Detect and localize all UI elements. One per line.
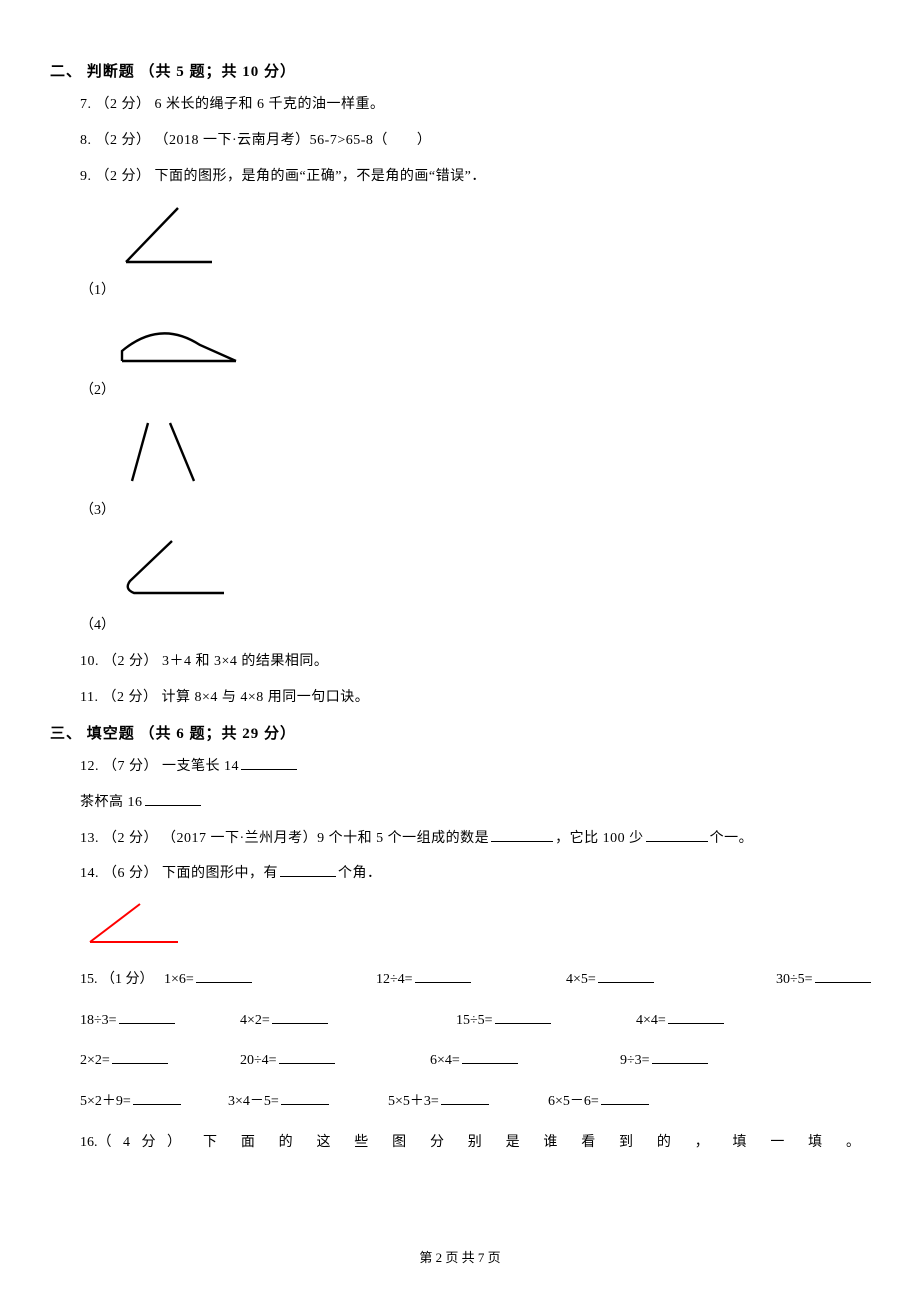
q9-label-1: （1） (80, 279, 870, 299)
question-13: 13. （2 分） （2017 一下·兰州月考）9 个十和 5 个一组成的数是 ，… (80, 827, 870, 851)
blank (668, 1010, 724, 1024)
curve-icon (108, 315, 248, 370)
question-10: 10. （2 分） 3＋4 和 3×4 的结果相同。 (80, 650, 870, 674)
question-9: 9. （2 分） 下面的图形，是角的画“正确”，不是角的画“错误”． (80, 165, 870, 189)
blank (145, 792, 201, 806)
eq-1d: 30÷5= (776, 972, 813, 987)
blank (815, 969, 871, 983)
blank (646, 828, 708, 842)
blank (491, 828, 553, 842)
q13a-text: 13. （2 分） （2017 一下·兰州月考）9 个十和 5 个一组成的数是 (80, 831, 489, 846)
eq-1c: 4×5= (566, 972, 596, 987)
q9-label-4: （4） (80, 614, 870, 634)
eq-row-2: 18÷3= 4×2= 15÷5= 4×4= (80, 1008, 870, 1035)
eq-3d: 9÷3= (620, 1053, 650, 1068)
eq-2d: 4×4= (636, 1013, 666, 1028)
curved-angle-icon (108, 535, 238, 605)
page-footer: 第 2 页 共 7 页 (0, 1247, 920, 1266)
angle-icon (108, 200, 228, 270)
question-12b: 茶杯高 16 (80, 791, 870, 815)
q12a-text: 12. （7 分） 一支笔长 14 (80, 759, 239, 774)
question-7: 7. （2 分） 6 米长的绳子和 6 千克的油一样重。 (80, 93, 870, 117)
eq-4a: 5×2＋9= (80, 1094, 131, 1109)
eq-row-3: 2×2= 20÷4= 6×4= 9÷3= (80, 1048, 870, 1075)
q9-figure-4 (108, 535, 870, 610)
q13c-text: 个一。 (710, 831, 754, 846)
q9-label-3: （3） (80, 499, 870, 519)
question-16: 16. （ 4 分 ） 下 面 的 这 些 图 分 别 是 谁 看 到 的 ， … (80, 1130, 870, 1157)
q13b-text: ，它比 100 少 (555, 831, 644, 846)
eq-row-1: 15. （1 分） 1×6= 12÷4= 4×5= 30÷5= (80, 967, 870, 994)
eq-1a: 1×6= (164, 972, 194, 987)
eq-3c: 6×4= (430, 1053, 460, 1068)
blank (280, 863, 336, 877)
question-12a: 12. （7 分） 一支笔长 14 (80, 755, 870, 779)
eq-row-4: 5×2＋9= 3×4－5= 5×5＋3= 6×5－6= (80, 1089, 870, 1116)
blank (652, 1050, 708, 1064)
red-angle-icon (80, 898, 190, 948)
section-2-title: 二、 判断题 （共 5 题；共 10 分） (50, 60, 870, 81)
q16-mid: （ 4 分 ） (98, 1130, 186, 1157)
q12b-text: 茶杯高 16 (80, 795, 143, 810)
q15-prefix: 15. （1 分） (80, 972, 154, 987)
q9-figure-2 (108, 315, 870, 375)
q9-figure-1 (108, 200, 870, 275)
q14-text: 14. （6 分） 下面的图形中，有 (80, 866, 278, 881)
blank (598, 969, 654, 983)
question-11: 11. （2 分） 计算 8×4 与 4×8 用同一句口诀。 (80, 686, 870, 710)
q9-label-2: （2） (80, 379, 870, 399)
eq-1b: 12÷4= (376, 972, 413, 987)
question-14: 14. （6 分） 下面的图形中，有 个角． (80, 862, 870, 886)
blank (495, 1010, 551, 1024)
blank (281, 1091, 329, 1105)
two-lines-icon (108, 415, 218, 490)
section-3-title: 三、 填空题 （共 6 题；共 29 分） (50, 722, 870, 743)
eq-4c: 5×5＋3= (388, 1094, 439, 1109)
blank (112, 1050, 168, 1064)
q14-suffix: 个角． (338, 866, 382, 881)
q9-figure-3 (108, 415, 870, 495)
blank (133, 1091, 181, 1105)
blank (415, 969, 471, 983)
eq-2c: 15÷5= (456, 1013, 493, 1028)
blank (601, 1091, 649, 1105)
blank (272, 1010, 328, 1024)
blank (279, 1050, 335, 1064)
eq-2a: 18÷3= (80, 1013, 117, 1028)
eq-2b: 4×2= (240, 1013, 270, 1028)
blank (119, 1010, 175, 1024)
blank (462, 1050, 518, 1064)
eq-4d: 6×5－6= (548, 1094, 599, 1109)
eq-3a: 2×2= (80, 1053, 110, 1068)
blank (241, 756, 297, 770)
eq-3b: 20÷4= (240, 1053, 277, 1068)
q16-body: 下 面 的 这 些 图 分 别 是 谁 看 到 的 ， 填 一 填 。 (203, 1130, 862, 1157)
q16-prefix: 16. (80, 1130, 98, 1157)
blank (441, 1091, 489, 1105)
eq-4b: 3×4－5= (228, 1094, 279, 1109)
blank (196, 969, 252, 983)
q14-figure (80, 898, 870, 953)
question-8: 8. （2 分） （2018 一下·云南月考）56-7>65-8（ ） (80, 129, 870, 153)
